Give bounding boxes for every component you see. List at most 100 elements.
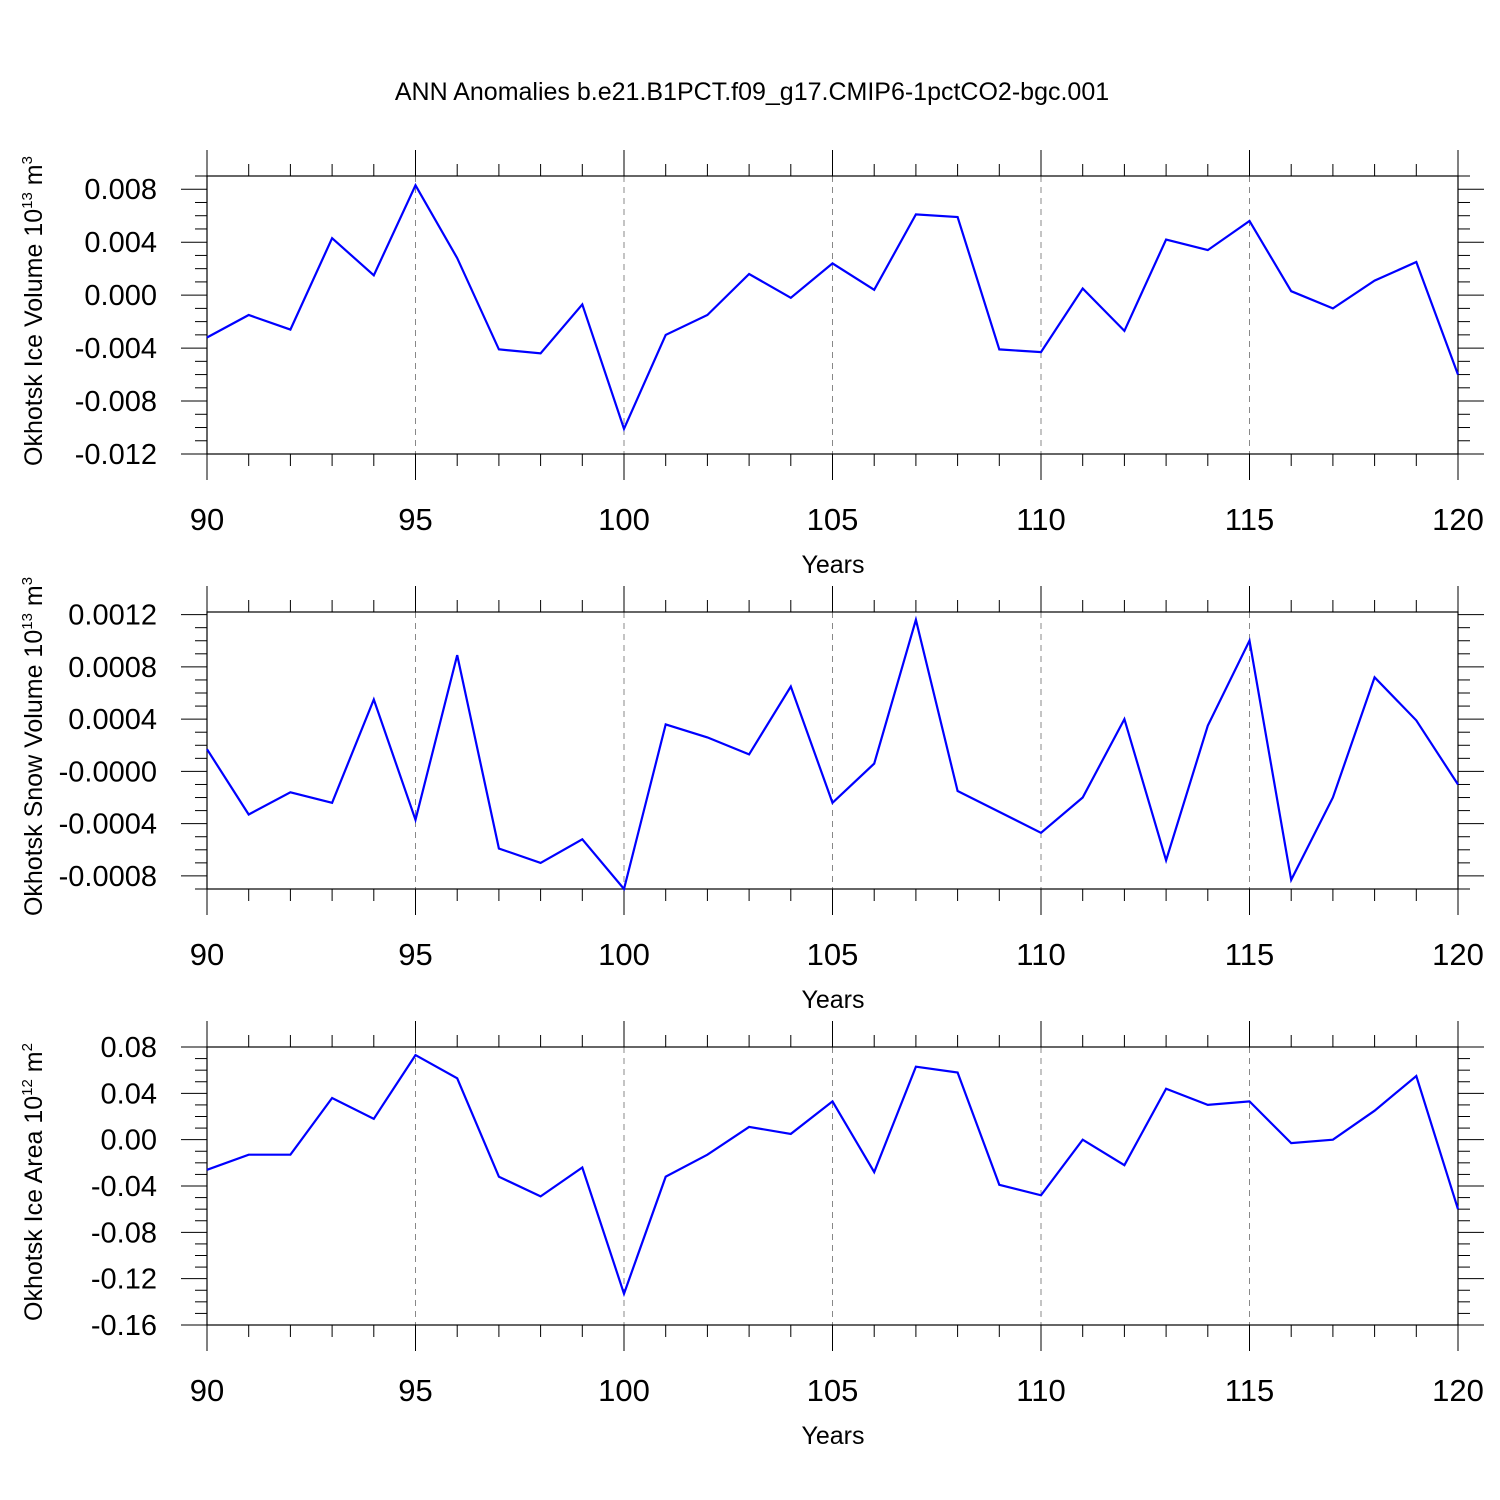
y-tick-label: -0.008 <box>75 386 157 418</box>
data-point <box>415 819 417 821</box>
y-axis-label-unit-exponent: 3 <box>19 577 36 585</box>
x-tick-label: 90 <box>190 1373 224 1408</box>
data-point <box>665 723 667 725</box>
x-tick-label: 120 <box>1432 1373 1484 1408</box>
y-tick-label: 0.0004 <box>68 704 157 736</box>
data-point <box>1165 1088 1167 1090</box>
y-axis-label-exponent: 13 <box>19 192 36 209</box>
data-point <box>1457 374 1459 376</box>
data-point <box>456 1077 458 1079</box>
y-axis-label: Okhotsk Ice Area 1012 m2 <box>19 1043 48 1321</box>
data-point <box>623 428 625 430</box>
data-point <box>1415 261 1417 263</box>
data-point <box>706 1154 708 1156</box>
y-axis-label: Okhotsk Snow Volume 1013 m3 <box>19 577 48 916</box>
x-tick-label: 110 <box>1016 1373 1065 1408</box>
chart-panel-3: 90 95 100 105 110 115 120 0.08 0.04 0.00 -0.04 -0.0… <box>19 1021 1484 1450</box>
data-point <box>832 1100 834 1102</box>
data-point <box>581 303 583 305</box>
data-point <box>706 736 708 738</box>
data-point <box>998 1184 1000 1186</box>
y-axis-label-text: Okhotsk Ice Volume 10 <box>20 209 48 466</box>
series-line <box>206 182 1460 432</box>
data-point <box>998 811 1000 813</box>
y-tick-label: -0.0000 <box>59 756 157 788</box>
y-tick-label: 0.08 <box>101 1032 157 1064</box>
y-tick-label: 0.0008 <box>68 652 157 684</box>
x-tick-label: 110 <box>1016 502 1065 537</box>
y-axis-label-unit: m <box>20 585 48 613</box>
data-point <box>832 802 834 804</box>
x-tick-label: 100 <box>598 937 650 972</box>
x-tick-label: 95 <box>398 937 432 972</box>
x-tick-label: 105 <box>807 937 859 972</box>
data-point <box>540 352 542 354</box>
data-point <box>331 802 333 804</box>
y-axis-label-text: Okhotsk Snow Volume 10 <box>20 630 48 916</box>
y-axis-label-exponent: 12 <box>19 1079 36 1096</box>
x-tick-label: 100 <box>598 502 650 537</box>
y-tick-label: 0.008 <box>84 174 157 206</box>
x-tick-label: 120 <box>1432 937 1484 972</box>
data-point <box>1123 330 1125 332</box>
data-point <box>873 1171 875 1173</box>
data-point <box>206 748 208 750</box>
data-point <box>665 334 667 336</box>
data-point <box>1040 832 1042 834</box>
chart-title: ANN Anomalies b.e21.B1PCT.f09_g17.CMIP6-… <box>395 78 1109 106</box>
x-tick-label: 90 <box>190 937 224 972</box>
data-point <box>289 791 291 793</box>
data-point <box>1040 1194 1042 1196</box>
y-tick-label: -0.004 <box>75 333 157 365</box>
x-tick-label: 95 <box>398 1373 432 1408</box>
data-point <box>1332 307 1334 309</box>
data-point <box>790 1133 792 1135</box>
data-point <box>540 862 542 864</box>
data-point <box>1040 351 1042 353</box>
chart-panel-2: 90 95 100 105 110 115 120 0.0012 0.0008 0.0004 -0.… <box>19 577 1484 1014</box>
data-point <box>1249 1100 1251 1102</box>
y-axis-label-unit-exponent: 2 <box>19 1043 36 1051</box>
data-point <box>415 184 417 186</box>
data-point <box>1082 288 1084 290</box>
data-point <box>415 1054 417 1056</box>
data-point <box>248 1154 250 1156</box>
data-point <box>1207 1104 1209 1106</box>
data-point <box>1290 879 1292 881</box>
y-tick-label: -0.16 <box>91 1310 157 1342</box>
data-point <box>665 1176 667 1178</box>
data-point <box>456 257 458 259</box>
y-tick-label: -0.0008 <box>59 861 157 893</box>
y-tick-label: -0.08 <box>91 1217 157 1249</box>
y-tick-label: 0.04 <box>101 1078 157 1110</box>
data-point <box>289 1154 291 1156</box>
y-tick-label: -0.12 <box>91 1264 157 1296</box>
x-tick-label: 95 <box>398 502 432 537</box>
data-point <box>540 1195 542 1197</box>
data-point <box>1249 220 1251 222</box>
data-point <box>331 1097 333 1099</box>
data-point <box>1290 1142 1292 1144</box>
chart-panels: 90 95 100 105 110 115 120 0.008 0.004 0.000 -0.004… <box>19 150 1484 1450</box>
data-point <box>1332 1139 1334 1141</box>
data-point <box>915 213 917 215</box>
data-point <box>581 838 583 840</box>
data-point <box>1374 280 1376 282</box>
data-point <box>790 297 792 299</box>
y-tick-label: -0.0004 <box>59 809 157 841</box>
x-tick-label: 105 <box>807 502 859 537</box>
chart-panel-1: 90 95 100 105 110 115 120 0.008 0.004 0.000 -0.004… <box>19 150 1484 579</box>
data-point <box>957 1071 959 1073</box>
x-tick-label: 90 <box>190 502 224 537</box>
data-point <box>915 619 917 621</box>
y-tick-label: 0.00 <box>101 1125 157 1157</box>
data-point <box>748 753 750 755</box>
data-point <box>623 1293 625 1295</box>
data-point <box>1374 676 1376 678</box>
y-axis-label-text: Okhotsk Ice Area 10 <box>20 1096 48 1321</box>
data-point <box>1207 725 1209 727</box>
y-tick-label: 0.004 <box>84 227 157 259</box>
x-tick-label: 115 <box>1225 937 1274 972</box>
data-point <box>873 289 875 291</box>
data-point <box>790 685 792 687</box>
